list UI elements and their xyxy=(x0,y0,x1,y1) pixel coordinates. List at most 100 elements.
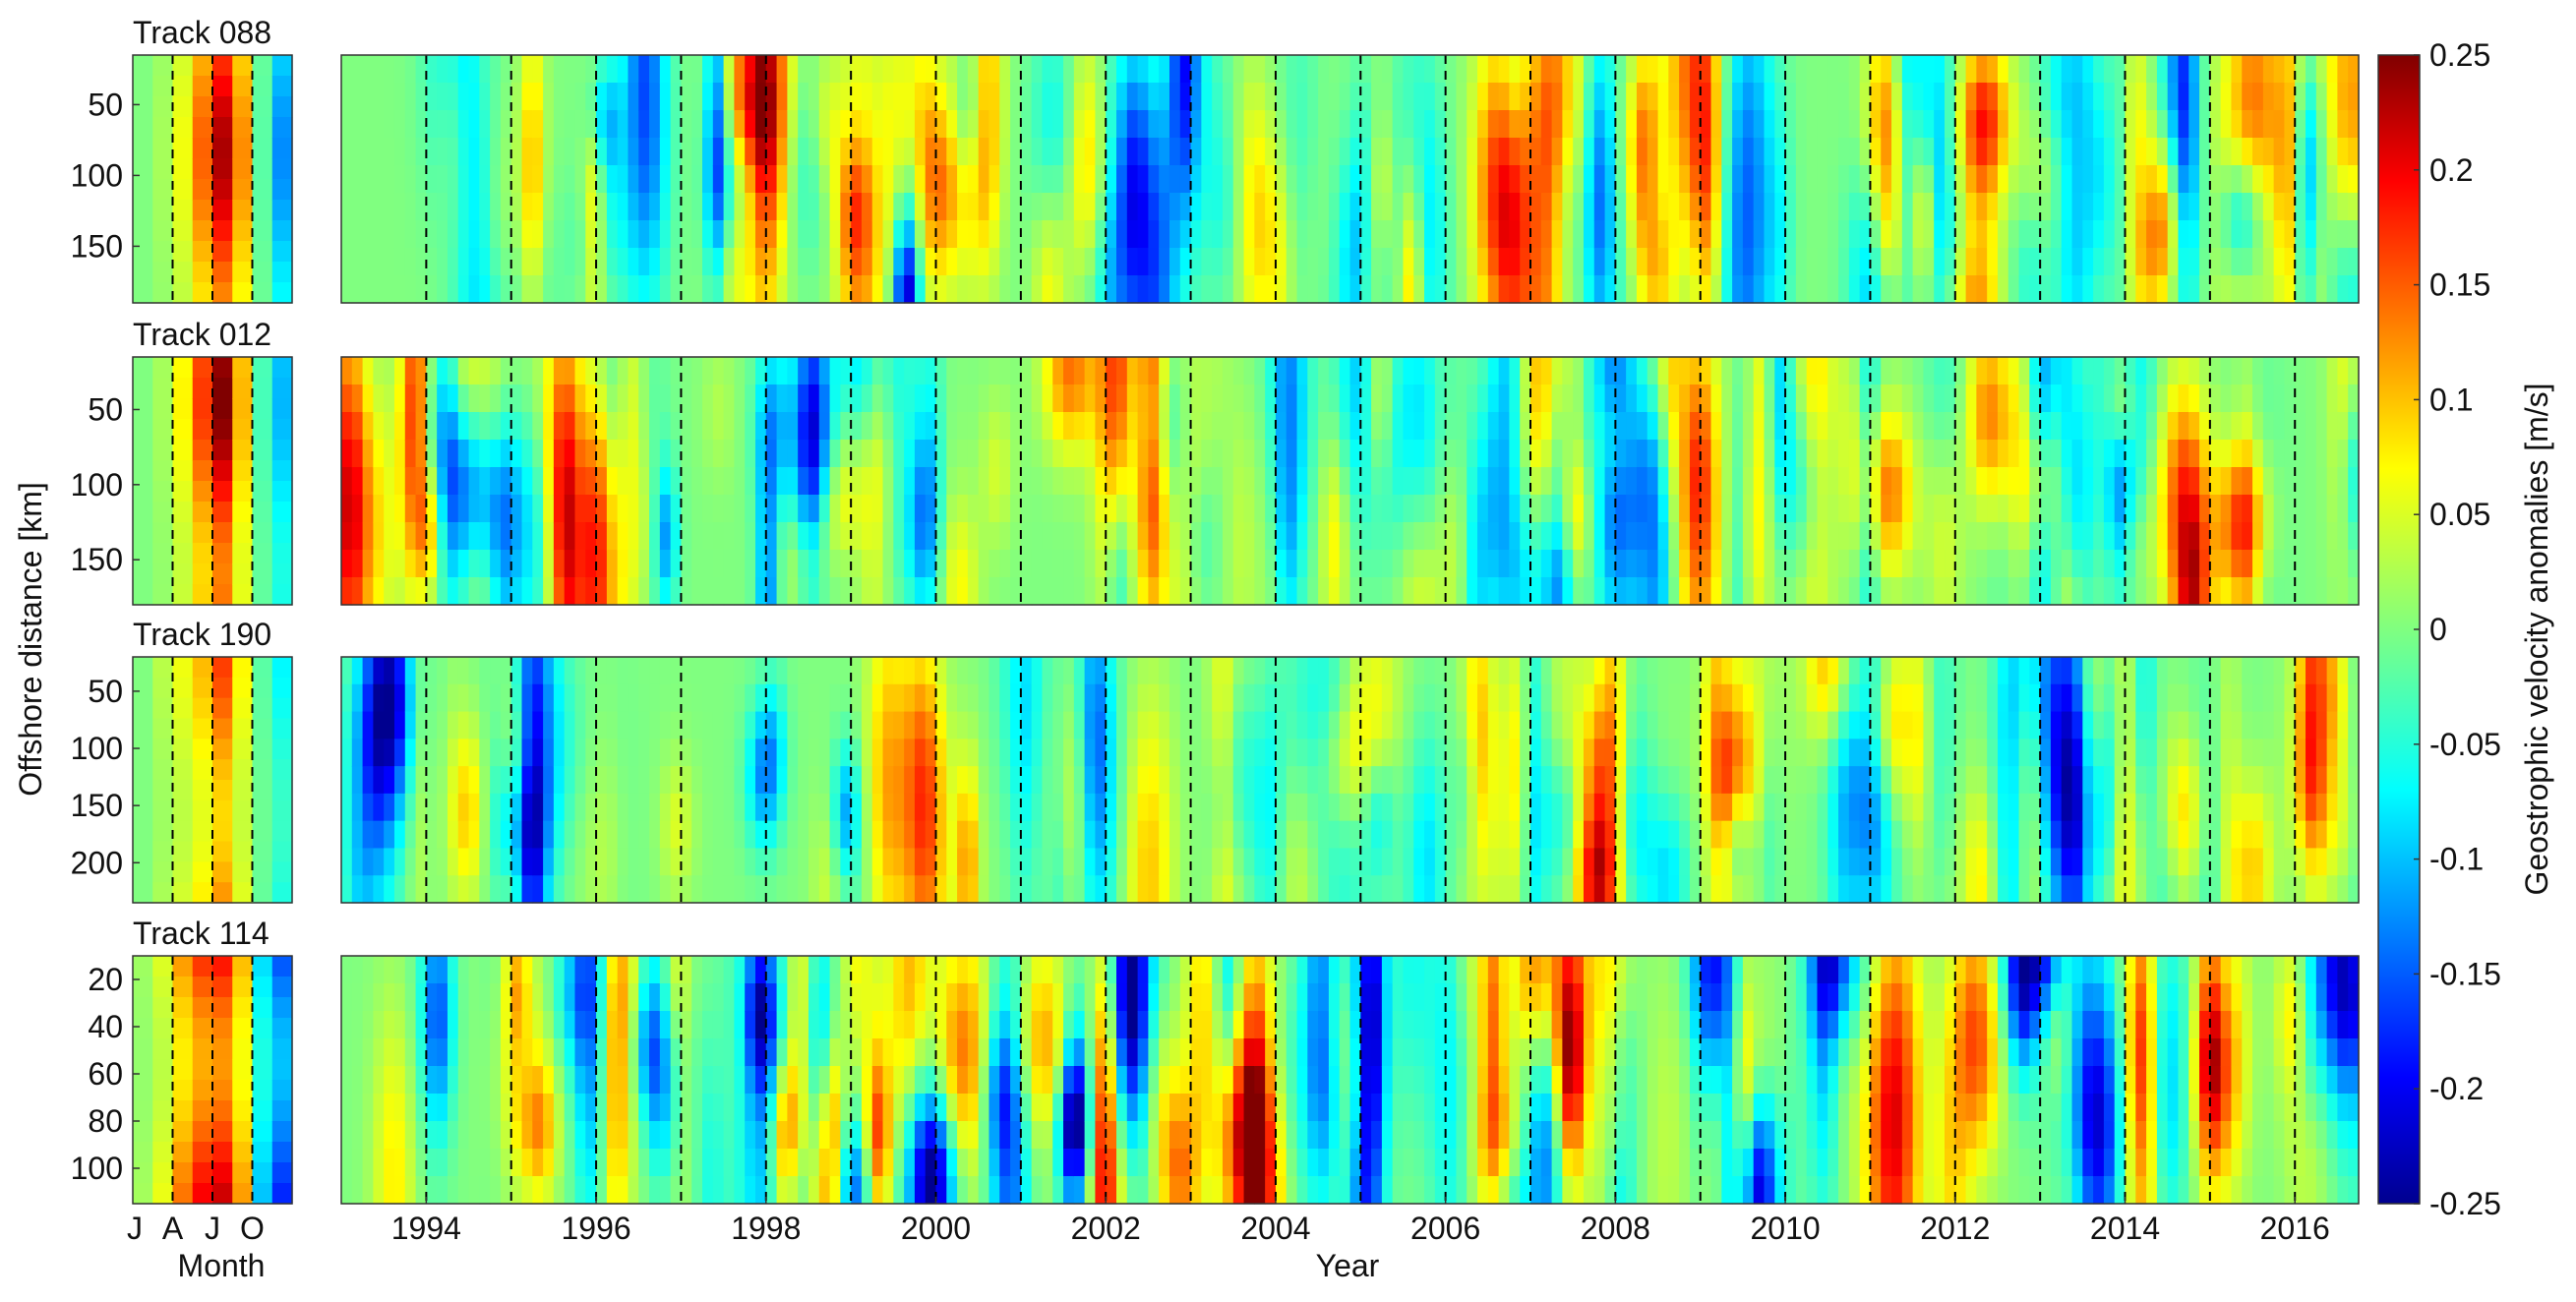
timeseries-cell xyxy=(808,657,820,685)
timeseries-cell xyxy=(681,385,692,413)
timeseries-cell xyxy=(2337,220,2349,249)
timeseries-cell xyxy=(521,683,533,713)
timeseries-cell xyxy=(638,793,650,822)
timeseries-cell xyxy=(457,495,470,523)
timeseries-cell xyxy=(415,550,427,578)
climatology-cell xyxy=(232,378,254,399)
timeseries-cell xyxy=(1593,220,1606,249)
timeseries-cell xyxy=(871,495,884,523)
timeseries-cell xyxy=(2093,110,2105,139)
timeseries-cell xyxy=(734,83,746,111)
timeseries-cell xyxy=(1827,138,1839,166)
timeseries-cell xyxy=(574,793,586,822)
timeseries-cell xyxy=(745,657,756,685)
timeseries-cell xyxy=(670,683,683,713)
timeseries-cell xyxy=(2262,193,2275,221)
timeseries-cell xyxy=(1445,275,1458,304)
timeseries-cell xyxy=(1190,275,1202,304)
timeseries-cell xyxy=(2348,110,2360,139)
timeseries-cell xyxy=(2306,385,2317,413)
timeseries-cell xyxy=(1668,275,1680,304)
timeseries-cell xyxy=(362,165,374,194)
timeseries-cell xyxy=(1742,550,1755,578)
timeseries-cell xyxy=(2273,495,2286,523)
climatology-cell xyxy=(232,502,254,523)
timeseries-cell xyxy=(2146,522,2158,551)
timeseries-cell xyxy=(1265,522,1277,551)
timeseries-cell xyxy=(1381,848,1394,876)
timeseries-cell xyxy=(1159,220,1170,249)
timeseries-cell xyxy=(437,110,449,139)
timeseries-cell xyxy=(2262,412,2275,441)
timeseries-cell xyxy=(2242,522,2253,551)
climatology-cell xyxy=(212,220,233,242)
timeseries-cell xyxy=(659,110,672,139)
timeseries-cell xyxy=(1063,385,1075,413)
timeseries-cell xyxy=(829,766,841,795)
timeseries-cell xyxy=(1901,357,1914,385)
timeseries-cell xyxy=(2156,385,2169,413)
timeseries-cell xyxy=(765,275,778,304)
timeseries-cell xyxy=(564,385,576,413)
timeseries-cell xyxy=(1710,412,1722,441)
timeseries-cell xyxy=(935,657,947,685)
timeseries-cell xyxy=(2040,440,2052,468)
timeseries-cell xyxy=(2199,467,2211,496)
timeseries-cell xyxy=(1286,193,1298,221)
climatology-cell xyxy=(212,419,233,441)
timeseries-cell xyxy=(1626,683,1638,713)
timeseries-cell xyxy=(1689,522,1702,551)
timeseries-cell xyxy=(1467,385,1478,413)
climatology-cell xyxy=(252,419,273,441)
timeseries-cell xyxy=(1159,165,1170,194)
timeseries-cell xyxy=(691,55,703,84)
timeseries-cell xyxy=(1222,165,1234,194)
timeseries-cell xyxy=(1031,522,1044,551)
climatology-cell xyxy=(252,739,273,760)
timeseries-cell xyxy=(404,193,417,221)
timeseries-cell xyxy=(904,550,916,578)
timeseries-cell xyxy=(681,83,692,111)
timeseries-cell xyxy=(1615,220,1627,249)
timeseries-cell xyxy=(1689,83,1702,111)
climatology-cell xyxy=(133,739,153,760)
timeseries-cell xyxy=(1168,793,1181,822)
timeseries-cell xyxy=(734,357,746,385)
timeseries-cell xyxy=(1020,711,1033,740)
timeseries-cell xyxy=(1997,495,2009,523)
timeseries-cell xyxy=(2040,55,2052,84)
timeseries-cell xyxy=(1371,138,1383,166)
timeseries-cell xyxy=(2103,495,2116,523)
timeseries-cell xyxy=(1965,467,1977,496)
timeseries-cell xyxy=(415,440,427,468)
timeseries-cell xyxy=(1583,577,1595,606)
timeseries-cell xyxy=(606,275,619,304)
timeseries-cell xyxy=(532,193,544,221)
timeseries-cell xyxy=(1615,550,1627,578)
timeseries-cell xyxy=(574,522,586,551)
timeseries-cell xyxy=(2061,83,2073,111)
timeseries-cell xyxy=(2262,467,2275,496)
timeseries-cell xyxy=(882,110,894,139)
timeseries-cell xyxy=(1296,138,1308,166)
climatology-cell xyxy=(232,55,254,77)
timeseries-cell xyxy=(659,138,672,166)
timeseries-cell xyxy=(490,138,502,166)
timeseries-cell xyxy=(1945,385,1956,413)
timeseries-cell xyxy=(2273,357,2286,385)
timeseries-cell xyxy=(2295,385,2306,413)
timeseries-cell xyxy=(2315,110,2328,139)
timeseries-cell xyxy=(904,848,916,876)
climatology-cell xyxy=(192,282,213,304)
climatology-cell xyxy=(192,657,213,679)
timeseries-cell xyxy=(1817,577,1828,606)
timeseries-cell xyxy=(1148,820,1160,850)
timeseries-cell xyxy=(468,577,480,606)
timeseries-cell xyxy=(1084,766,1097,795)
timeseries-cell xyxy=(765,220,778,249)
timeseries-cell xyxy=(2018,577,2030,606)
timeseries-cell xyxy=(1965,385,1977,413)
timeseries-cell xyxy=(1381,766,1394,795)
timeseries-cell xyxy=(490,440,502,468)
timeseries-cell xyxy=(2337,412,2349,441)
